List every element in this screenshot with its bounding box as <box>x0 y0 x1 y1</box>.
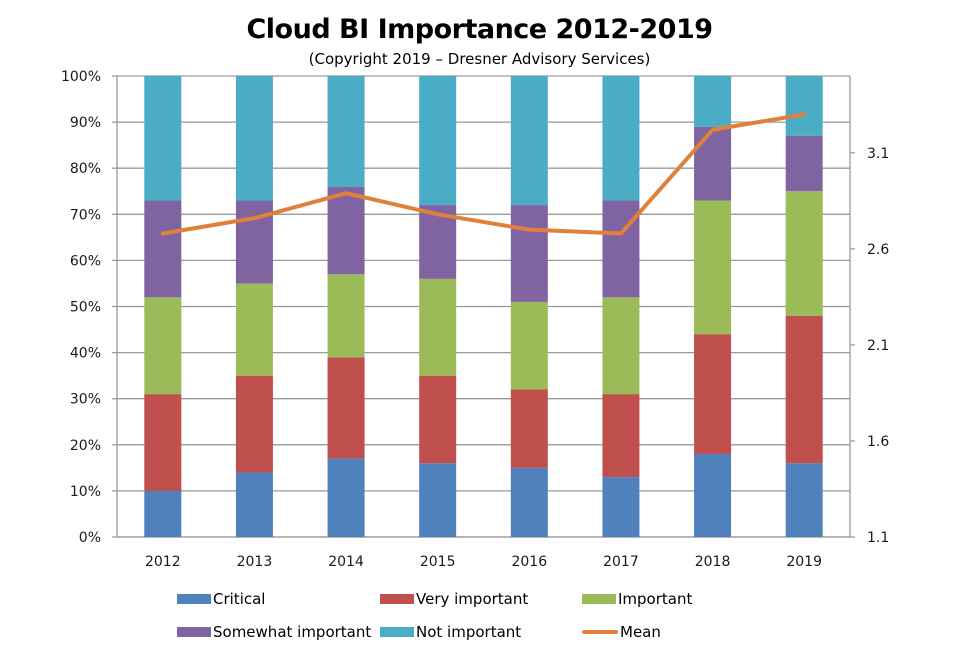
bar-important-2014 <box>327 274 365 358</box>
legend-label: Very important <box>416 590 529 608</box>
y-tick-label: 100% <box>61 69 101 85</box>
bar-not-important-2018 <box>694 76 732 127</box>
bar-important-2015 <box>419 278 457 376</box>
bar-very-important-2013 <box>235 375 273 473</box>
mean-line <box>160 112 807 236</box>
y2-tick-label: 3.1 <box>867 146 889 162</box>
legend-label: Not important <box>416 623 522 641</box>
y-tick-label: 0% <box>79 530 101 546</box>
bar-not-important-2017 <box>602 76 640 201</box>
bar-very-important-2019 <box>785 315 823 464</box>
x-tick-label: 2018 <box>695 554 731 570</box>
y2-tick-label: 2.1 <box>867 338 889 354</box>
legend-swatch-not-important <box>380 627 414 637</box>
bar-important-2019 <box>785 191 823 316</box>
bar-very-important-2015 <box>419 375 457 464</box>
bar-critical-2013 <box>235 472 273 537</box>
bar-very-important-2018 <box>694 334 732 455</box>
bar-somewhat-important-2014 <box>327 186 365 275</box>
bar-critical-2019 <box>785 463 823 537</box>
x-tick-label: 2014 <box>328 554 364 570</box>
bar-not-important-2014 <box>327 76 365 187</box>
legend-item-important: Important <box>582 590 692 608</box>
y-tick-label: 10% <box>70 484 101 500</box>
y-tick-label: 80% <box>70 161 101 177</box>
x-tick-label: 2019 <box>786 554 822 570</box>
x-tick-label: 2016 <box>511 554 547 570</box>
x-tick-label: 2013 <box>237 554 273 570</box>
y-tick-label: 30% <box>70 392 101 408</box>
legend-label: Somewhat important <box>213 623 372 641</box>
legend-swatch-somewhat-important <box>177 627 211 637</box>
legend-item-very-important: Very important <box>380 590 528 608</box>
bar-critical-2018 <box>694 454 732 537</box>
legend-item-not-important: Not important <box>380 623 521 641</box>
legend-swatch-very-important <box>380 594 414 604</box>
bar-somewhat-important-2019 <box>785 135 823 192</box>
x-tick-label: 2015 <box>420 554 456 570</box>
bar-very-important-2016 <box>510 389 548 468</box>
legend-item-mean: Mean <box>582 623 661 641</box>
bar-not-important-2019 <box>785 76 823 136</box>
y-tick-label: 20% <box>70 438 101 454</box>
bar-important-2017 <box>602 297 640 395</box>
bar-critical-2014 <box>327 458 365 537</box>
y2-tick-label: 2.6 <box>867 242 889 258</box>
bar-somewhat-important-2016 <box>510 205 548 302</box>
bar-not-important-2016 <box>510 76 548 206</box>
legend-label: Important <box>618 590 693 608</box>
bar-important-2018 <box>694 200 732 335</box>
bar-somewhat-important-2018 <box>694 126 732 201</box>
bar-not-important-2015 <box>419 76 457 206</box>
bar-not-important-2012 <box>144 76 182 201</box>
bar-critical-2016 <box>510 467 548 537</box>
legend-swatch-critical <box>177 594 211 604</box>
y-tick-label: 60% <box>70 253 101 269</box>
legend-swatch-important <box>582 594 616 604</box>
bar-important-2016 <box>510 301 548 390</box>
bar-critical-2012 <box>144 490 182 537</box>
chart-title: Cloud BI Importance 2012-2019 <box>246 14 713 45</box>
bar-very-important-2017 <box>602 394 640 478</box>
x-tick-label: 2017 <box>603 554 639 570</box>
bar-critical-2017 <box>602 477 640 537</box>
bar-somewhat-important-2012 <box>144 200 182 298</box>
y-tick-label: 90% <box>70 115 101 131</box>
legend-label: Mean <box>620 623 661 641</box>
bar-very-important-2014 <box>327 357 365 459</box>
y-tick-label: 70% <box>70 207 101 223</box>
chart-subtitle: (Copyright 2019 – Dresner Advisory Servi… <box>308 50 651 68</box>
legend-line-mean <box>582 630 618 634</box>
bar-very-important-2012 <box>144 394 182 491</box>
bar-not-important-2013 <box>235 76 273 201</box>
legend-label: Critical <box>213 590 266 608</box>
legend-item-critical: Critical <box>177 590 265 608</box>
legend-item-somewhat-important: Somewhat important <box>177 623 371 641</box>
y-tick-label: 40% <box>70 346 101 362</box>
x-tick-label: 2012 <box>145 554 181 570</box>
bar-critical-2015 <box>419 463 457 537</box>
bar-important-2012 <box>144 297 182 395</box>
y2-tick-label: 1.1 <box>867 530 889 546</box>
bar-somewhat-important-2017 <box>602 200 640 298</box>
bar-important-2013 <box>235 283 273 376</box>
y2-tick-label: 1.6 <box>867 434 889 450</box>
y-tick-label: 50% <box>70 300 101 316</box>
